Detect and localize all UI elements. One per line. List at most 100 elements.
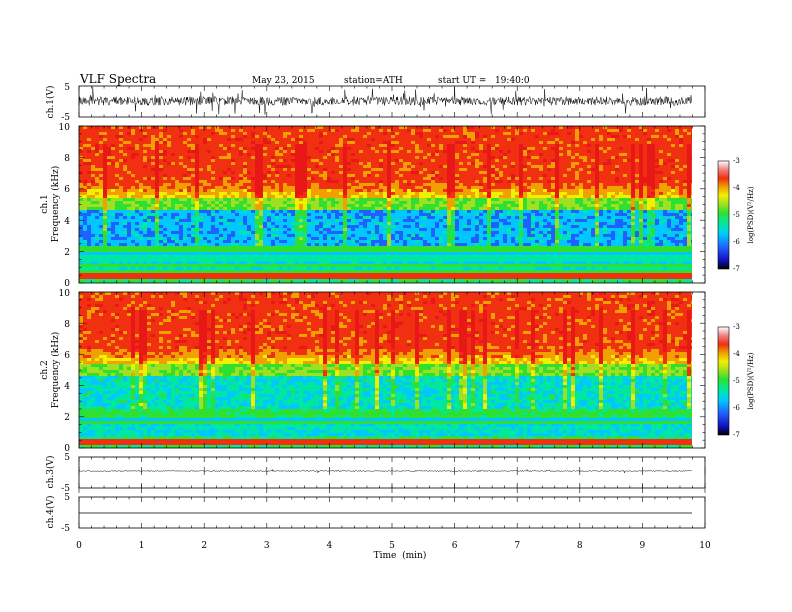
spectrogram-cell	[303, 183, 307, 186]
spectrogram-cell	[303, 267, 307, 270]
spectrogram-cell	[179, 138, 183, 141]
spectrogram-cell	[175, 150, 179, 153]
spectrogram-cell	[291, 222, 295, 225]
spectrogram-cell	[299, 165, 303, 168]
spectrogram-cell	[339, 234, 343, 237]
spectrogram-cell	[291, 147, 295, 150]
spectrogram-cell	[395, 267, 399, 270]
spectrogram-cell	[135, 189, 139, 192]
spectrogram-cell	[227, 237, 231, 240]
spectrogram-cell	[87, 156, 91, 159]
spectrogram-cell	[423, 225, 427, 228]
spectrogram-cell	[155, 189, 159, 192]
spectrogram-cell	[355, 270, 359, 273]
spectrogram-cell	[79, 216, 83, 219]
spectrogram-cell	[83, 216, 87, 219]
spectrogram-cell	[103, 168, 107, 171]
spectrogram-cell	[187, 165, 191, 168]
spectrogram-cell	[379, 156, 383, 159]
spectrogram-cell	[351, 231, 355, 234]
spectrogram-cell	[171, 273, 175, 276]
spectrogram-cell	[355, 237, 359, 240]
spectrogram-cell	[351, 225, 355, 228]
spectrogram-cell	[231, 231, 235, 234]
spectrogram-cell	[223, 228, 227, 231]
spectrogram-cell	[223, 276, 227, 279]
spectrogram-cell	[243, 240, 247, 243]
spectrogram-cell	[439, 129, 443, 132]
spectrogram-cell	[163, 147, 167, 150]
spectrogram-cell	[259, 186, 263, 189]
spectrogram-cell	[211, 252, 215, 255]
spectrogram-cell	[303, 249, 307, 252]
spectrogram-cell	[259, 264, 263, 267]
spectrogram-cell	[247, 153, 251, 156]
spectrogram-cell	[267, 171, 271, 174]
spectrogram-cell	[243, 258, 247, 261]
spectrogram-cell	[83, 249, 87, 252]
spectrogram-cell	[159, 270, 163, 273]
spectrogram-cell	[231, 273, 235, 276]
spectrogram-cell	[215, 243, 219, 246]
spectrogram-cell	[351, 195, 355, 198]
spectrogram-cell	[95, 246, 99, 249]
spectrogram-cell	[275, 267, 279, 270]
spectrogram-cell	[95, 135, 99, 138]
spectrogram-cell	[163, 207, 167, 210]
spectrogram-cell	[95, 165, 99, 168]
spectrogram-cell	[287, 267, 291, 270]
spectrogram-cell	[407, 186, 411, 189]
spectrogram-cell	[147, 240, 151, 243]
spectrogram-cell	[299, 195, 303, 198]
spectrogram-cell	[207, 132, 211, 135]
spectrogram-cell	[355, 153, 359, 156]
spectrogram-cell	[211, 234, 215, 237]
spectrogram-cell	[203, 270, 207, 273]
spectrogram-cell	[135, 243, 139, 246]
spectrogram-cell	[311, 216, 315, 219]
spectrogram-cell	[171, 138, 175, 141]
spectrogram-cell	[299, 159, 303, 162]
spectrogram-cell	[335, 138, 339, 141]
spectrogram-cell	[139, 165, 143, 168]
spectrogram-cell	[91, 213, 95, 216]
spectrogram-cell	[327, 156, 331, 159]
spectrogram-cell	[239, 273, 243, 276]
spectrogram-cell	[319, 195, 323, 198]
spectrogram-cell	[187, 144, 191, 147]
spectrogram-cell	[411, 129, 415, 132]
spectrogram-cell	[395, 201, 399, 204]
spectrogram-cell	[427, 279, 431, 282]
spectrogram-cell	[227, 195, 231, 198]
spectrogram-cell	[355, 192, 359, 195]
spectrogram-cell	[323, 135, 327, 138]
spectrogram-cell	[159, 198, 163, 201]
spectrogram-cell	[139, 189, 143, 192]
spectrogram-cell	[143, 144, 147, 147]
spectrogram-cell	[287, 276, 291, 279]
spectrogram-cell	[339, 201, 343, 204]
spectrogram-cell	[195, 252, 199, 255]
spectrogram-cell	[147, 132, 151, 135]
spectrogram-cell	[367, 141, 371, 144]
spectrogram-cell	[175, 189, 179, 192]
spectrogram-cell	[279, 231, 283, 234]
spectrogram-cell	[411, 210, 415, 213]
spectrogram-cell	[207, 201, 211, 204]
spectrogram-cell	[271, 234, 275, 237]
spectrogram-cell	[375, 132, 379, 135]
spectrogram-cell	[175, 177, 179, 180]
spectrogram-cell	[315, 180, 319, 183]
spectrogram-cell	[179, 270, 183, 273]
spectrogram-cell	[143, 201, 147, 204]
spectrogram-cell	[343, 246, 347, 249]
spectrogram-cell	[291, 168, 295, 171]
spectrogram-cell	[371, 249, 375, 252]
spectrogram-cell	[403, 219, 407, 222]
spectrogram-cell	[87, 159, 91, 162]
spectrogram-cell	[355, 189, 359, 192]
spectrogram-cell	[391, 282, 395, 283]
spectrogram-cell	[315, 138, 319, 141]
spectrogram-cell	[191, 132, 195, 135]
spectrogram-cell	[383, 279, 387, 282]
